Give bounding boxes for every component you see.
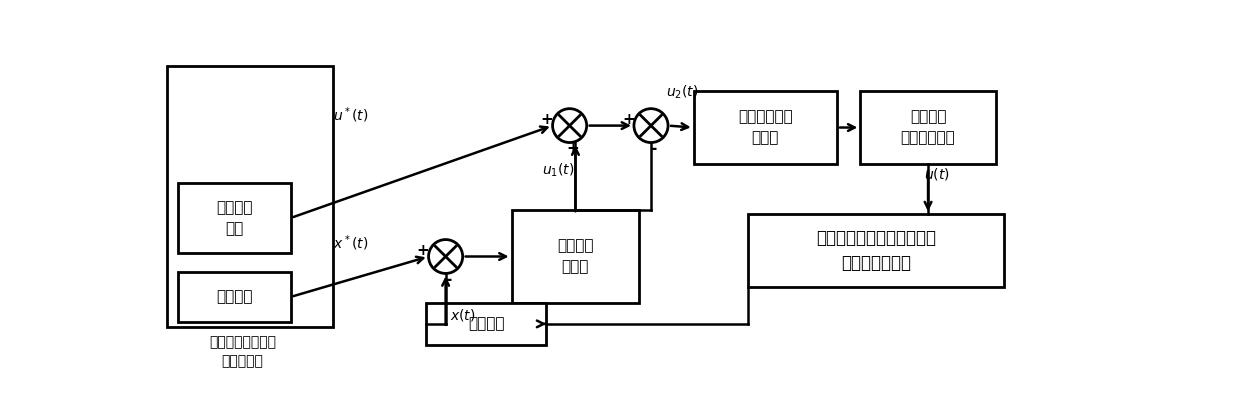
Bar <box>511 210 640 303</box>
Bar <box>179 183 290 253</box>
Bar <box>861 91 996 164</box>
Text: 状态误差
控制器: 状态误差 控制器 <box>557 239 594 275</box>
Circle shape <box>429 240 463 273</box>
Circle shape <box>634 109 668 143</box>
Circle shape <box>553 109 587 143</box>
Text: +: + <box>541 112 553 127</box>
Text: 主航天器
自旋扭矩模型: 主航天器 自旋扭矩模型 <box>900 109 956 145</box>
Text: 二体星型空间绳系编队系统
自旋动力学模型: 二体星型空间绳系编队系统 自旋动力学模型 <box>816 229 936 272</box>
Text: $u_1(t)$: $u_1(t)$ <box>543 162 575 179</box>
Text: $u(t)$: $u(t)$ <box>924 166 950 182</box>
Bar <box>179 272 290 322</box>
Text: +: + <box>622 112 635 127</box>
Text: $x^*(t)$: $x^*(t)$ <box>334 234 368 253</box>
Text: +: + <box>417 243 429 258</box>
Text: -: - <box>445 271 453 289</box>
Text: $u^*(t)$: $u^*(t)$ <box>334 106 368 126</box>
Text: -: - <box>650 140 658 158</box>
Bar <box>748 214 1003 287</box>
Bar <box>166 66 334 327</box>
Text: 执行机构误差
控制器: 执行机构误差 控制器 <box>738 109 792 145</box>
Text: $x(t)$: $x(t)$ <box>449 307 475 322</box>
Text: 自旋展开与回收最
优控制求解: 自旋展开与回收最 优控制求解 <box>210 335 277 369</box>
Bar <box>427 303 547 345</box>
Text: 状态测量: 状态测量 <box>467 316 505 331</box>
Text: 理想状态: 理想状态 <box>216 290 253 305</box>
Text: $u_2(t)$: $u_2(t)$ <box>667 83 699 101</box>
Text: 理想最优
控制: 理想最优 控制 <box>216 200 253 236</box>
Text: +: + <box>567 141 579 156</box>
Bar <box>693 91 837 164</box>
